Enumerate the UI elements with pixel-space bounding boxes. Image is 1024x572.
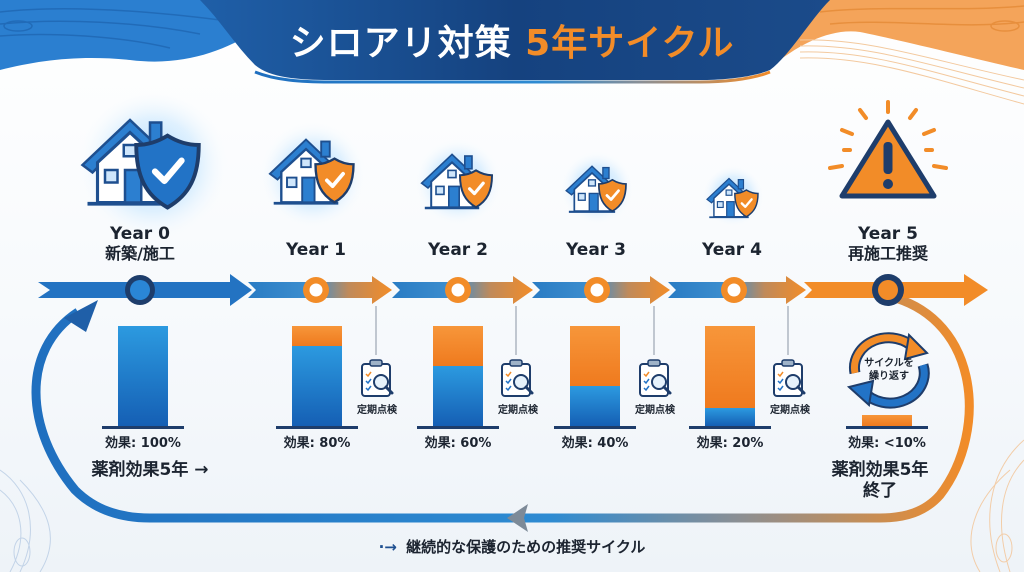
effect-bar-year-0	[118, 326, 168, 426]
stage-0-year: Year 0	[110, 224, 170, 244]
note-right-line2: 終了	[863, 481, 897, 501]
bar-baseline	[276, 426, 358, 429]
bar-baseline	[554, 426, 636, 429]
stage-4-year: Year 4	[702, 240, 762, 260]
footer-caption: ·→ 継続的な保護のための推奨サイクル	[0, 536, 1024, 557]
effect-bar-year-3	[570, 326, 620, 426]
stage-2-year: Year 2	[428, 240, 488, 260]
effect-label-2: 効果: 60%	[424, 436, 492, 451]
cycle-badge-line2: 繰り返す	[869, 371, 909, 382]
arrow-icon: ·→	[378, 538, 397, 556]
bar-baseline	[846, 426, 928, 429]
effect-label-0: 効果: 100%	[105, 436, 181, 451]
effect-label-4: 効果: 20%	[696, 436, 764, 451]
stage-5-year: Year 5	[858, 224, 918, 244]
bar-baseline	[689, 426, 771, 429]
title-main: シロアリ対策	[289, 23, 512, 64]
note-left: 薬剤効果5年 →	[91, 460, 209, 480]
effect-label-1: 効果: 80%	[283, 436, 351, 451]
inspection-label: 定期点検	[770, 405, 810, 416]
note-right-line1: 薬剤効果5年	[831, 460, 929, 480]
inspection-label: 定期点検	[635, 405, 675, 416]
stage-1-year: Year 1	[286, 240, 346, 260]
stage-5-sub: 再施工推奨	[847, 244, 929, 263]
effect-bar-year-1	[292, 326, 342, 426]
cycle-badge-text: サイクルを 繰り返す	[864, 357, 914, 383]
inspection-label: 定期点検	[498, 405, 538, 416]
cycle-badge-line1: サイクルを	[864, 358, 914, 369]
bar-baseline	[417, 426, 499, 429]
stage-0-sub: 新築/施工	[105, 244, 175, 263]
inspection-label: 定期点検	[357, 405, 397, 416]
title-accent: 5年サイクル	[525, 23, 735, 64]
effect-label-5: 効果: <10%	[848, 436, 926, 451]
footer-text: 継続的な保護のための推奨サイクル	[406, 538, 646, 556]
page-title: シロアリ対策 5年サイクル	[0, 14, 1024, 66]
stage-3-year: Year 3	[566, 240, 626, 260]
effect-label-3: 効果: 40%	[561, 436, 629, 451]
bar-baseline	[102, 426, 184, 429]
effect-bar-year-4	[705, 326, 755, 426]
effect-bar-year-5	[862, 415, 912, 426]
effect-bar-year-2	[433, 326, 483, 426]
